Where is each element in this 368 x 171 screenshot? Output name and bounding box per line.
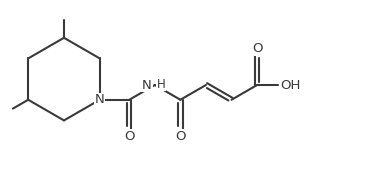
Text: O: O [124,130,135,143]
Text: N: N [95,93,105,106]
Text: N: N [142,78,152,91]
Text: O: O [252,42,262,55]
Text: O: O [175,130,185,143]
Text: H: H [157,77,166,90]
Text: OH: OH [281,78,301,91]
